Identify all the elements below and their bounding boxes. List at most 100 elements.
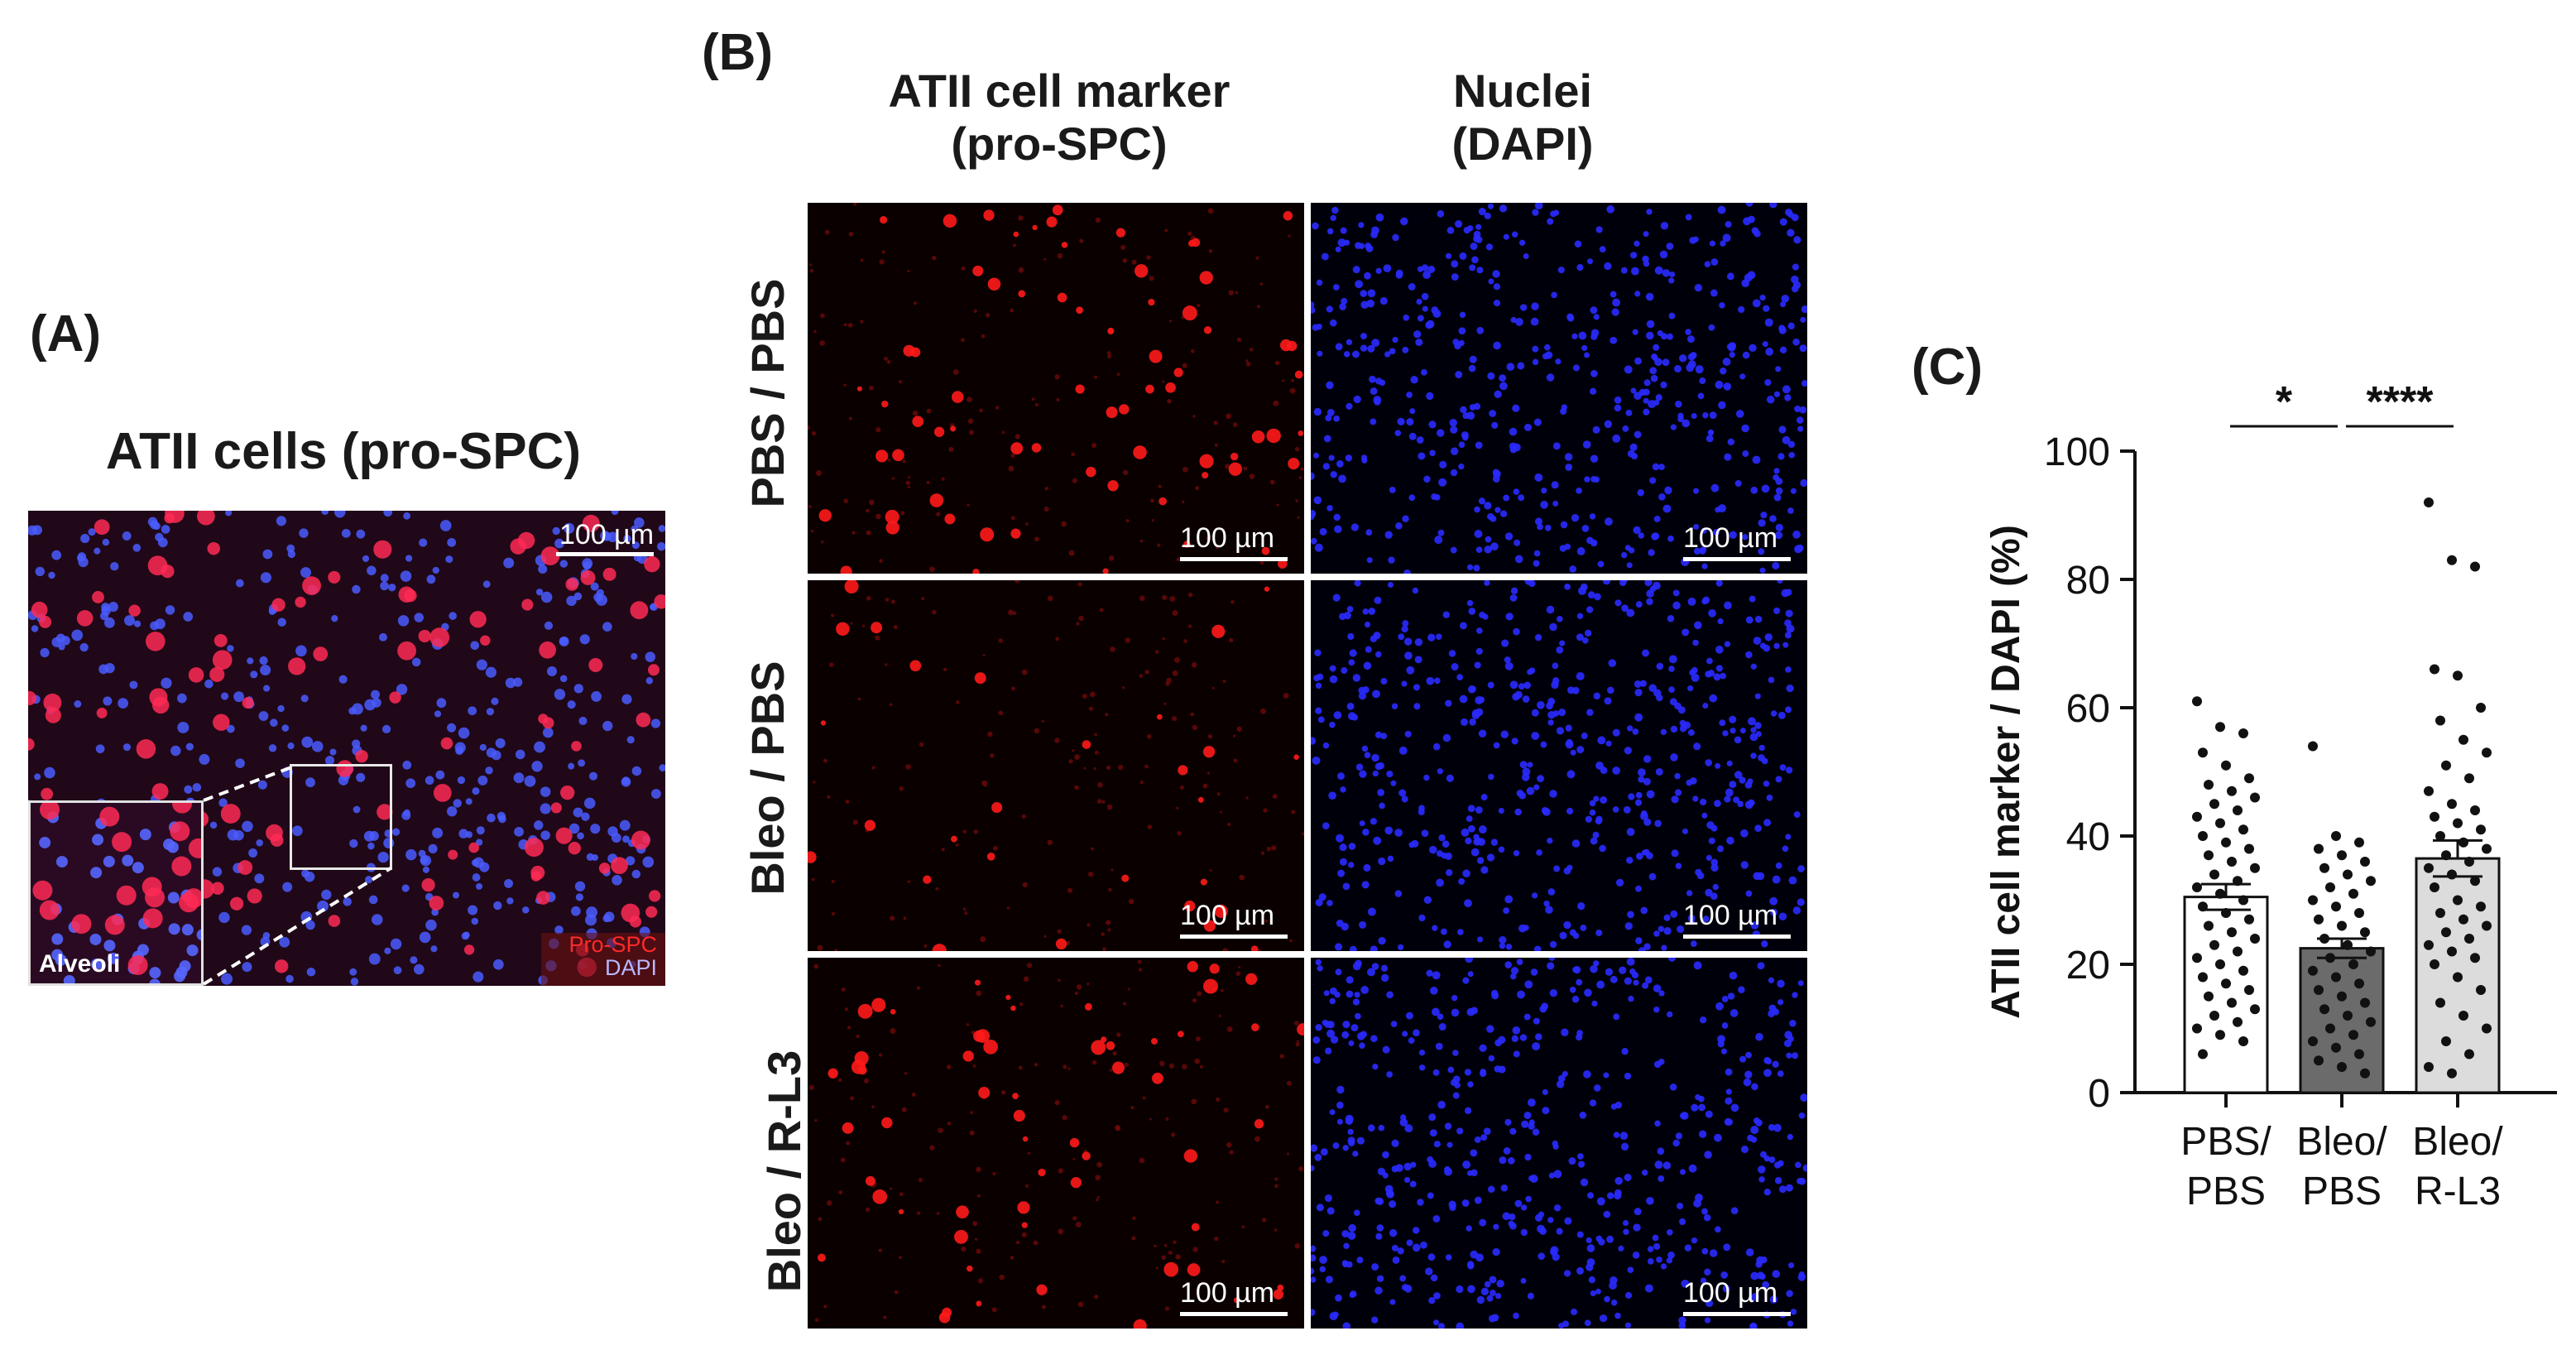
data-point [2244,914,2254,925]
data-point [2476,901,2486,912]
data-point [2233,1016,2243,1027]
data-point [2343,869,2353,880]
data-point [2215,888,2225,899]
data-point [2221,760,2231,771]
data-point [2204,850,2214,861]
significance-label: * [2276,378,2293,426]
data-point [2308,965,2318,976]
col-head-dapi-line1: Nuclei [1452,65,1593,117]
data-point [2238,895,2248,906]
data-point [2209,1011,2219,1021]
data-point [2244,843,2254,854]
data-point [2250,862,2260,873]
data-point [2360,1068,2370,1079]
scalebar [556,552,654,556]
data-point [2221,837,2231,848]
data-point [2458,837,2468,848]
data-point [2192,1023,2202,1034]
x-tick-label: PBS [2186,1170,2266,1213]
y-tick-label: 40 [2066,815,2110,859]
data-point [2192,882,2202,892]
data-point [2250,1004,2260,1015]
data-point [2464,934,2474,944]
x-tick-label: Bleo/ [2296,1120,2387,1164]
data-point [2482,920,2492,931]
data-point [2238,1036,2248,1046]
data-point [2424,939,2434,950]
data-point [2435,831,2445,841]
data-point [2458,914,2468,925]
data-point [2319,862,2329,873]
data-point [2482,1023,2492,1034]
data-point [2325,953,2335,963]
data-point [2337,920,2347,931]
data-point [2215,959,2225,969]
data-point [2244,773,2254,784]
data-point [2221,978,2231,989]
bar-0 [2183,896,2269,1094]
scalebar-label: 100 µm [1180,522,1275,554]
data-point [2227,927,2237,938]
data-point [2227,857,2237,867]
data-point [2366,946,2376,957]
data-point [2464,1049,2474,1059]
data-point [2314,985,2324,995]
data-point [2221,908,2231,918]
scalebar [1683,935,1791,939]
data-point [2453,972,2463,983]
data-point [2337,850,2347,861]
col-head-dapi: Nuclei (DAPI) [1349,65,1696,171]
data-point [2360,997,2370,1008]
data-point [2337,1062,2347,1072]
data-point [2331,901,2341,912]
data-point [2366,1016,2376,1027]
data-point [2325,882,2335,892]
data-point [2354,1049,2364,1059]
zoom-guides [202,766,392,986]
scalebar-label: 100 µm [1180,1277,1275,1309]
data-point [2215,1030,2225,1040]
data-point [2192,953,2202,963]
y-tick-label: 60 [2066,687,2110,731]
data-point [2424,1062,2434,1072]
col-head-prosc-line2: (pro-SPC) [951,118,1168,170]
data-point [2482,747,2492,758]
data-point [2215,818,2225,829]
data-point [2360,927,2370,938]
panel-b-label: (B) [702,24,774,81]
data-point [2430,959,2439,969]
micrograph-pbs-pbs-dapi: 100 µm [1311,203,1807,574]
inset-label: Alveoli [39,950,121,978]
panel-a-micrograph: Alveoli 100 µm Pro-SPC DAPI [28,511,665,986]
inset-box: Alveoli [28,800,204,986]
data-point [2441,850,2451,861]
data-point [2227,786,2237,796]
data-point [2482,843,2492,854]
data-point [2348,1030,2358,1040]
data-point [2447,555,2457,565]
data-point [2447,946,2457,957]
zoom-box [290,764,392,870]
data-point [2343,1011,2353,1021]
data-point [2430,811,2439,822]
data-point [2348,888,2358,899]
data-point [2204,991,2214,1002]
data-point [2430,664,2439,675]
data-point [2435,715,2445,726]
data-point [2348,959,2358,969]
data-point [2331,831,2341,841]
data-point [2435,997,2445,1008]
significance-label: **** [2367,378,2434,426]
data-point [2227,997,2237,1008]
y-tick-label: 100 [2044,430,2110,474]
col-head-dapi-line2: (DAPI) [1451,118,1594,170]
micrograph-pbs-pbs-prospc: 100 µm [808,203,1304,574]
data-point [2244,985,2254,995]
data-point [2453,818,2463,829]
scalebar-label: 100 µm [1180,900,1275,931]
data-point [2198,831,2208,841]
data-point [2325,1023,2335,1034]
legend-red: Pro-SPC [568,932,657,957]
scalebar-label: 100 µm [1683,522,1778,554]
data-point [2430,882,2439,892]
